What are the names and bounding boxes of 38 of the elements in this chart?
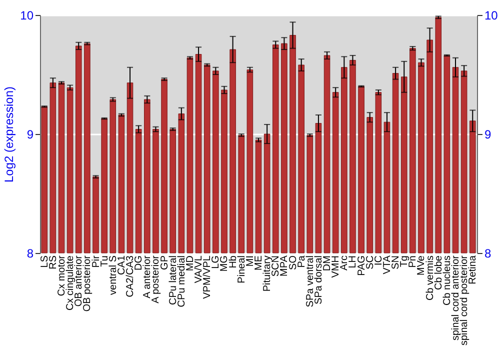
x-tick-label: Retina (468, 255, 479, 284)
x-tick-label: spinal cord anterior (450, 254, 462, 341)
x-tick-label: Pir (90, 254, 102, 268)
x-tick-label: IC (373, 256, 384, 266)
x-tick-label: ventral S (108, 255, 119, 295)
y2-tick-label: 10 (484, 8, 498, 22)
x-tick-label: Cb lobe (433, 255, 444, 290)
x-tick-label: GP (159, 255, 170, 270)
x-tick-label: PAG (356, 255, 368, 276)
x-tick-label: MI (244, 256, 256, 267)
x-tick-label: LS (39, 255, 50, 268)
x-tick-label: CA1 (116, 255, 128, 275)
y-tick-label: 9 (26, 128, 34, 142)
y-axis-title: Log2 (expression) (2, 86, 16, 183)
x-tick-label: Pineal (236, 256, 248, 284)
x-tick-label: MPA (279, 255, 290, 276)
x-tick-label: A posterior (150, 254, 162, 304)
x-tick-label: SPa dorsal (313, 256, 324, 304)
x-tick-label: Cb nucleus (442, 256, 453, 306)
y-tick-label: 8 (26, 246, 34, 260)
x-tick-label: Tg (399, 256, 410, 268)
x-tick-label: Hb (228, 255, 239, 268)
x-tick-label: CPu medial (176, 256, 188, 308)
y-tick-label: 10 (20, 8, 34, 22)
x-tick-label: OB posterior (82, 254, 94, 312)
x-tick-label: VTA (382, 255, 393, 274)
x-tick-label: ME (254, 255, 264, 270)
x-tick-label: LH (348, 256, 359, 268)
y2-tick-label: 8 (484, 246, 492, 260)
x-tick-label: spinal cord posterior (459, 254, 470, 346)
x-tick-label: SC (364, 256, 376, 270)
x-tick-label: Pituitary (262, 256, 274, 292)
x-tick-label: Tu (99, 256, 110, 267)
x-tick-label: SO (288, 255, 299, 270)
x-tick-label: RS (48, 255, 59, 270)
x-tick-label: Pa (296, 255, 308, 268)
y2-tick-label: 9 (484, 128, 492, 142)
x-tick-label: MVe (416, 255, 428, 276)
